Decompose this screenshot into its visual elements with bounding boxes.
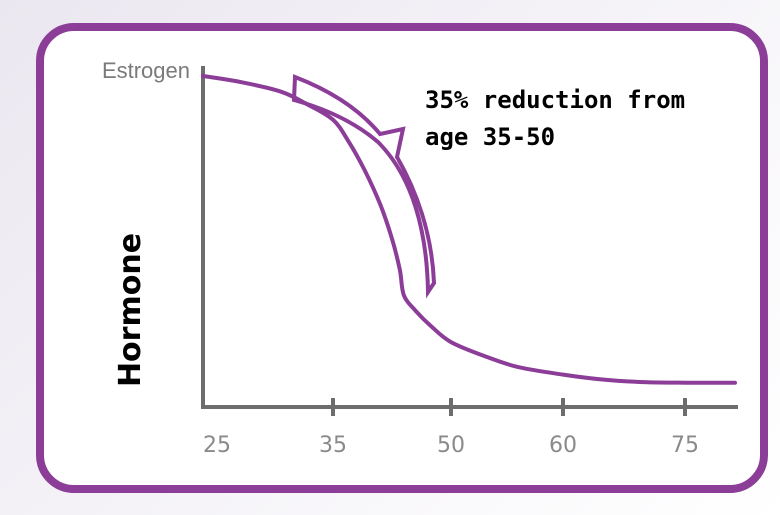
estrogen-label: Estrogen xyxy=(102,58,190,83)
x-axis-ticks: 25 35 50 60 75 xyxy=(203,398,699,458)
annotation-line-1: 35% reduction from xyxy=(425,86,685,114)
chart-frame xyxy=(36,23,768,493)
x-tick-label-75: 75 xyxy=(671,433,699,458)
annotation-line-2: age 35-50 xyxy=(425,123,555,151)
x-tick-label-60: 60 xyxy=(549,433,577,458)
x-tick-label-25: 25 xyxy=(203,433,231,458)
x-tick-label-50: 50 xyxy=(437,433,465,458)
reduction-bracket xyxy=(291,74,437,299)
y-axis-title: Hormone xyxy=(113,233,148,387)
x-tick-label-35: 35 xyxy=(319,433,347,458)
